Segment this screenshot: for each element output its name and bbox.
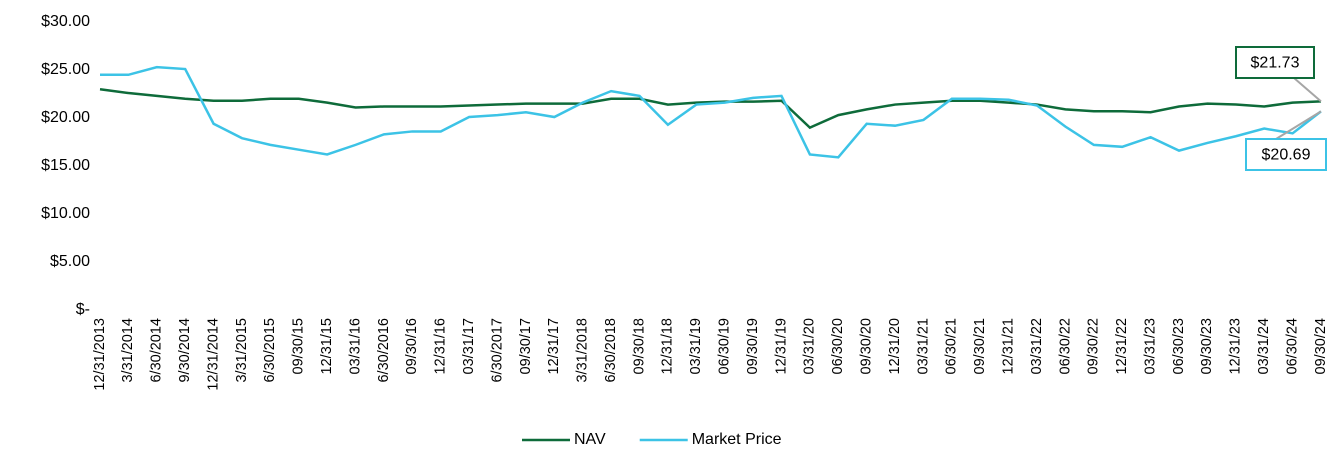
y-tick-label: $- — [76, 301, 90, 318]
x-tick-label: 12/31/16 — [433, 318, 449, 374]
x-tick-label: 12/31/22 — [1114, 318, 1130, 374]
x-tick-label: 6/30/2016 — [376, 318, 392, 383]
y-tick-label: $5.00 — [50, 253, 90, 270]
legend-label: Market Price — [692, 431, 782, 448]
x-tick-label: 6/30/2017 — [489, 318, 505, 383]
x-tick-label: 09/30/23 — [1199, 318, 1215, 374]
x-tick-label: 12/31/2014 — [205, 318, 221, 391]
x-tick-label: 3/31/2015 — [234, 318, 250, 383]
line-series — [100, 65, 1322, 159]
x-tick-label: 06/30/23 — [1171, 318, 1187, 374]
y-tick-label: $10.00 — [41, 205, 90, 222]
x-tick-label: 09/30/16 — [404, 318, 420, 374]
x-tick-label: 12/31/18 — [660, 318, 676, 374]
x-tick-label: 12/31/17 — [546, 318, 562, 374]
annotation-label: $20.69 — [1262, 147, 1311, 164]
x-tick-label: 12/31/21 — [1000, 318, 1016, 374]
annotation-label: $21.73 — [1251, 55, 1300, 72]
x-tick-label: 09/30/22 — [1086, 318, 1102, 374]
x-tick-label: 03/31/23 — [1142, 318, 1158, 374]
x-tick-label: 3/31/2014 — [120, 318, 136, 383]
x-tick-label: 03/31/24 — [1256, 318, 1272, 374]
annotation-connector — [1293, 77, 1322, 103]
legend-label: NAV — [574, 431, 606, 448]
x-tick-label: 03/31/17 — [461, 318, 477, 374]
x-tick-label: 06/30/19 — [717, 318, 733, 374]
x-tick-label: 3/31/2018 — [575, 318, 591, 383]
y-tick-label: $20.00 — [41, 109, 90, 126]
annotation-box — [1235, 46, 1315, 79]
x-tick-label: 09/30/20 — [859, 318, 875, 374]
x-tick-label: 03/31/16 — [347, 318, 363, 374]
x-tick-label: 09/30/21 — [972, 318, 988, 374]
x-tick-label: 06/30/24 — [1284, 318, 1300, 374]
x-tick-label: 6/30/2018 — [603, 318, 619, 383]
x-tick-label: 6/30/2014 — [149, 318, 165, 383]
y-tick-label: $25.00 — [41, 61, 90, 78]
x-tick-label: 06/30/20 — [830, 318, 846, 374]
x-tick-label: 09/30/15 — [291, 318, 307, 374]
x-tick-label: 03/31/22 — [1029, 318, 1045, 374]
y-tick-label: $15.00 — [41, 157, 90, 174]
x-tick-label: 6/30/2015 — [262, 318, 278, 383]
x-tick-label: 12/31/19 — [773, 318, 789, 374]
x-tick-label: 03/31/20 — [802, 318, 818, 374]
x-tick-label: 09/30/24 — [1313, 318, 1327, 374]
y-tick-label: $30.00 — [41, 13, 90, 30]
x-tick-label: 09/30/19 — [745, 318, 761, 374]
annotation-connector — [1275, 110, 1322, 140]
x-tick-label: 12/31/15 — [319, 318, 335, 374]
x-tick-label: 03/31/19 — [688, 318, 704, 374]
line-series — [99, 87, 1322, 130]
x-tick-label: 12/31/20 — [887, 318, 903, 374]
x-tick-label: 09/30/17 — [518, 318, 534, 374]
x-tick-label: 06/30/21 — [944, 318, 960, 374]
x-tick-label: 09/30/18 — [631, 318, 647, 374]
x-tick-label: 12/31/23 — [1228, 318, 1244, 374]
x-tick-label: 9/30/2014 — [177, 318, 193, 383]
annotation-box — [1245, 138, 1327, 171]
x-tick-label: 06/30/22 — [1057, 318, 1073, 374]
x-tick-label: 12/31/2013 — [92, 318, 108, 391]
x-tick-label: 03/31/21 — [915, 318, 931, 374]
